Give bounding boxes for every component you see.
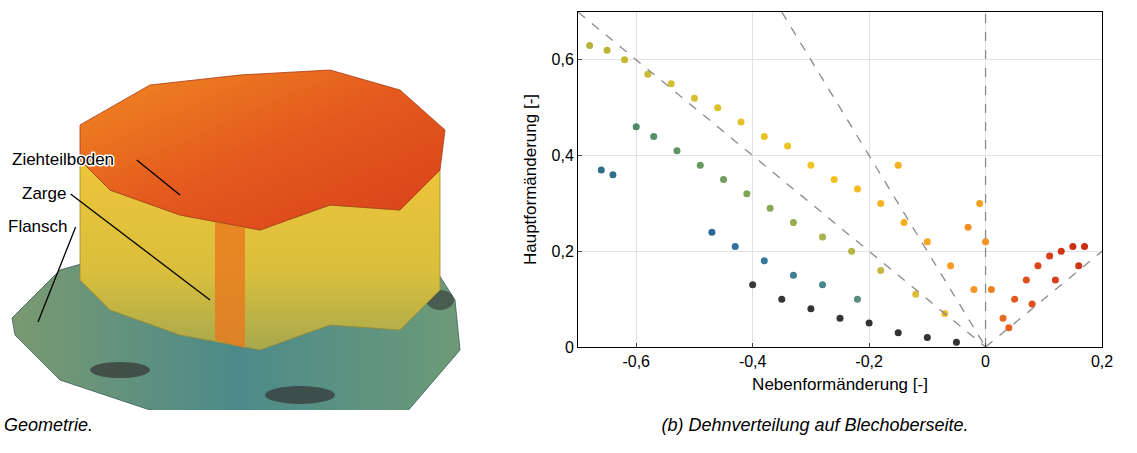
svg-text:0,4: 0,4: [552, 147, 574, 164]
html-text:Geometrie.: Geometrie.: [4, 415, 93, 435]
svg-text:-0,2: -0,2: [855, 353, 883, 370]
svg-text:0,2: 0,2: [552, 243, 574, 260]
svg-text:0,6: 0,6: [552, 51, 574, 68]
svg-text:0: 0: [981, 353, 990, 370]
svg-text:Hauptformänderung [-]: Hauptformänderung [-]: [521, 94, 540, 265]
svg-text:-0,6: -0,6: [622, 353, 650, 370]
svg-text:Ziehteilboden: Ziehteilboden: [12, 150, 114, 169]
svg-text:-0,4: -0,4: [739, 353, 767, 370]
svg-text:0: 0: [565, 339, 574, 356]
html-text:(b) Dehnverteilung auf Blechob: (b) Dehnverteilung auf Blechoberseite.: [661, 415, 969, 435]
svg-text:Zarge: Zarge: [22, 184, 66, 203]
svg-text:Flansch: Flansch: [8, 217, 68, 236]
svg-text:0,2: 0,2: [1091, 353, 1113, 370]
svg-text:Nebenformänderung [-]: Nebenformänderung [-]: [752, 375, 928, 394]
